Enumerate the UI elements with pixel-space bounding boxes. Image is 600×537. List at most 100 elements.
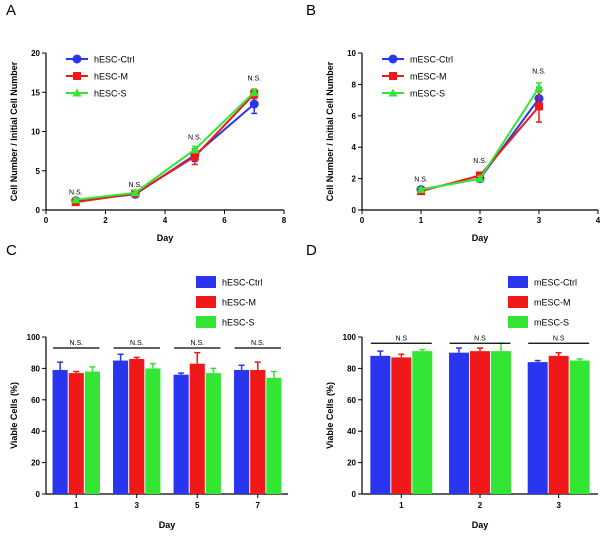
data-point (475, 174, 485, 183)
legend-label: mESC-Ctrl (534, 278, 577, 288)
panel-a: A 0 2 4 6 8 0 5 10 15 20 Day Cell Number / Initial … (0, 0, 300, 243)
bar (234, 369, 250, 494)
legend-label: hESC-Ctrl (222, 278, 263, 288)
ns-label: N.S. (532, 68, 546, 75)
x-tick-label: 0 (44, 216, 49, 225)
panel-d: D 0 20 40 60 80 100 1 N.S 2 N.S 3 N.S Day Viable Cell… (300, 240, 600, 537)
chart-b-growth-mesc: 0 1 2 3 4 0 2 4 6 8 10 Day Cell Number / Initial Cel… (325, 49, 600, 243)
ns-label: N.S. (247, 75, 261, 82)
y-axis-title: Viable Cells (%) (9, 382, 19, 449)
legend-label: mESC-M (410, 72, 447, 82)
x-tick-label: 1 (74, 501, 79, 510)
data-point (535, 102, 543, 111)
y-tick-label: 20 (347, 459, 356, 468)
legend-label: mESC-M (534, 298, 571, 308)
x-tick-label: 4 (163, 216, 168, 225)
bar (391, 357, 412, 494)
panel-letter: B (306, 2, 317, 19)
series-line-1 (75, 93, 255, 204)
ns-label: N.S. (190, 340, 204, 347)
x-tick-label: 3 (537, 216, 542, 225)
y-tick-label: 6 (352, 112, 357, 121)
bar (84, 371, 100, 494)
x-tick-label: 2 (478, 216, 483, 225)
x-axis-title: Day (472, 520, 489, 530)
legend-swatch (196, 296, 216, 308)
ns-label: N.S. (69, 340, 83, 347)
data-point (130, 188, 140, 197)
data-point (190, 145, 200, 154)
ns-label: N.S. (414, 177, 428, 184)
y-tick-label: 80 (347, 364, 356, 373)
legend-label: mESC-S (534, 318, 569, 328)
y-tick-label: 10 (347, 49, 356, 58)
y-axis-title: Cell Number / Initial Cell Number (9, 61, 19, 201)
legend-label: hESC-M (94, 72, 128, 82)
bar (569, 360, 590, 494)
y-tick-label: 0 (352, 490, 357, 499)
bar (250, 369, 266, 494)
legend-marker (72, 88, 82, 97)
legend-swatch (508, 296, 528, 308)
ns-label: N.S. (188, 134, 202, 141)
panel-letter: A (6, 2, 17, 19)
x-tick-label: 1 (399, 501, 404, 510)
x-tick-label: 2 (478, 501, 483, 510)
panel-c: C 0 20 40 60 80 100 1 N.S. 3 N.S. 5 N.S. 7 N.S. Day Via… (0, 240, 300, 537)
x-axis-title: Day (472, 233, 489, 243)
legend-marker (388, 54, 398, 64)
panel-b: B 0 1 2 3 4 0 2 4 6 8 10 Day Cell Number / Initial C… (300, 0, 600, 243)
legend-label: mESC-Ctrl (410, 55, 453, 65)
bar (145, 368, 161, 494)
legend-marker (72, 54, 82, 64)
bar (173, 374, 189, 494)
legend-marker (389, 72, 397, 80)
bar (52, 369, 68, 494)
y-tick-label: 20 (31, 459, 40, 468)
legend-swatch (196, 276, 216, 288)
x-tick-label: 4 (596, 216, 600, 225)
y-tick-label: 60 (347, 396, 356, 405)
x-tick-label: 6 (222, 216, 227, 225)
bar (266, 377, 282, 494)
data-point (534, 83, 544, 92)
data-point (416, 185, 426, 194)
y-tick-label: 2 (352, 175, 357, 184)
y-tick-label: 0 (352, 206, 357, 215)
x-tick-label: 8 (282, 216, 287, 225)
y-tick-label: 60 (31, 396, 40, 405)
bar (68, 373, 84, 494)
chart-d-viability-mesc: 0 20 40 60 80 100 1 N.S 2 N.S 3 N.S Day Viable Cells … (325, 276, 598, 530)
ns-label: N.S (553, 335, 565, 342)
ns-label: N.S. (473, 158, 487, 165)
legend-marker (73, 72, 81, 80)
y-tick-label: 100 (27, 333, 41, 342)
y-tick-label: 0 (36, 490, 41, 499)
ns-label: N.S. (130, 340, 144, 347)
bar (189, 363, 205, 494)
data-point (249, 99, 259, 109)
x-tick-label: 3 (556, 501, 561, 510)
bar (205, 373, 221, 494)
data-point (71, 195, 81, 204)
legend-label: hESC-S (222, 318, 255, 328)
chart-a-growth-hesc: 0 2 4 6 8 0 5 10 15 20 Day Cell Number / Initial Ce… (9, 49, 287, 243)
legend-swatch (196, 316, 216, 328)
legend-swatch (508, 316, 528, 328)
bar (527, 362, 548, 494)
y-tick-label: 4 (352, 143, 357, 152)
bar (113, 360, 129, 494)
series-line-2 (75, 91, 255, 201)
y-axis-title: Viable Cells (%) (325, 382, 335, 449)
bar (129, 358, 145, 494)
bar (370, 355, 391, 494)
ns-label: N.S. (251, 340, 265, 347)
y-tick-label: 100 (343, 333, 357, 342)
legend-label: mESC-S (410, 89, 445, 99)
y-tick-label: 20 (31, 49, 40, 58)
y-tick-label: 8 (352, 80, 357, 89)
ns-label: N.S. (128, 182, 142, 189)
ns-label: N.S (474, 335, 486, 342)
chart-c-viability-hesc: 0 20 40 60 80 100 1 N.S. 3 N.S. 5 N.S. 7 N.S. Day Viabl… (9, 276, 288, 530)
x-tick-label: 0 (360, 216, 365, 225)
